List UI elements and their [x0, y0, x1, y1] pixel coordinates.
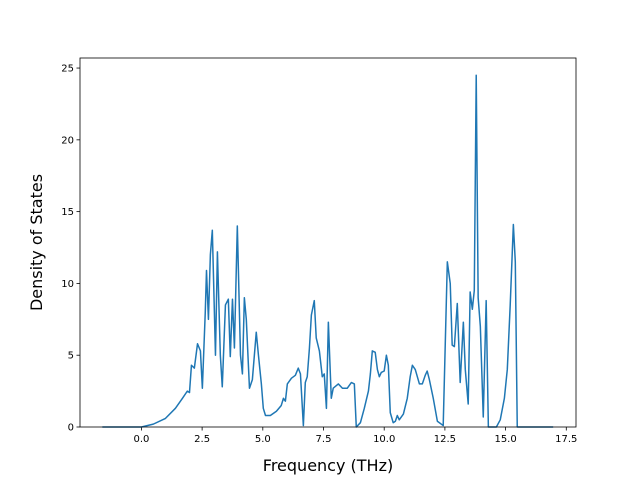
line: [102, 74, 554, 428]
x-tick-label: 5.0: [255, 434, 271, 445]
x-tick-label: 15.0: [494, 434, 516, 445]
x-tick-label: 17.5: [555, 434, 577, 445]
x-tick-label: 0.0: [133, 434, 149, 445]
x-tick-label: 7.5: [316, 434, 332, 445]
y-axis-label: Density of States: [27, 174, 46, 311]
x-axis-label: Frequency (THz): [263, 456, 393, 475]
x-tick-label: 2.5: [194, 434, 210, 445]
y-tick-label: 20: [61, 135, 74, 146]
y-tick-label: 25: [61, 64, 74, 75]
x-tick-label: 12.5: [434, 434, 456, 445]
x-tick-label: 10.0: [373, 434, 395, 445]
plot-frame: [79, 57, 577, 428]
y-tick-label: 15: [61, 207, 74, 218]
y-tick-label: 5: [68, 351, 74, 362]
y-tick-label: 0: [68, 423, 74, 434]
y-tick-label: 10: [61, 279, 74, 290]
